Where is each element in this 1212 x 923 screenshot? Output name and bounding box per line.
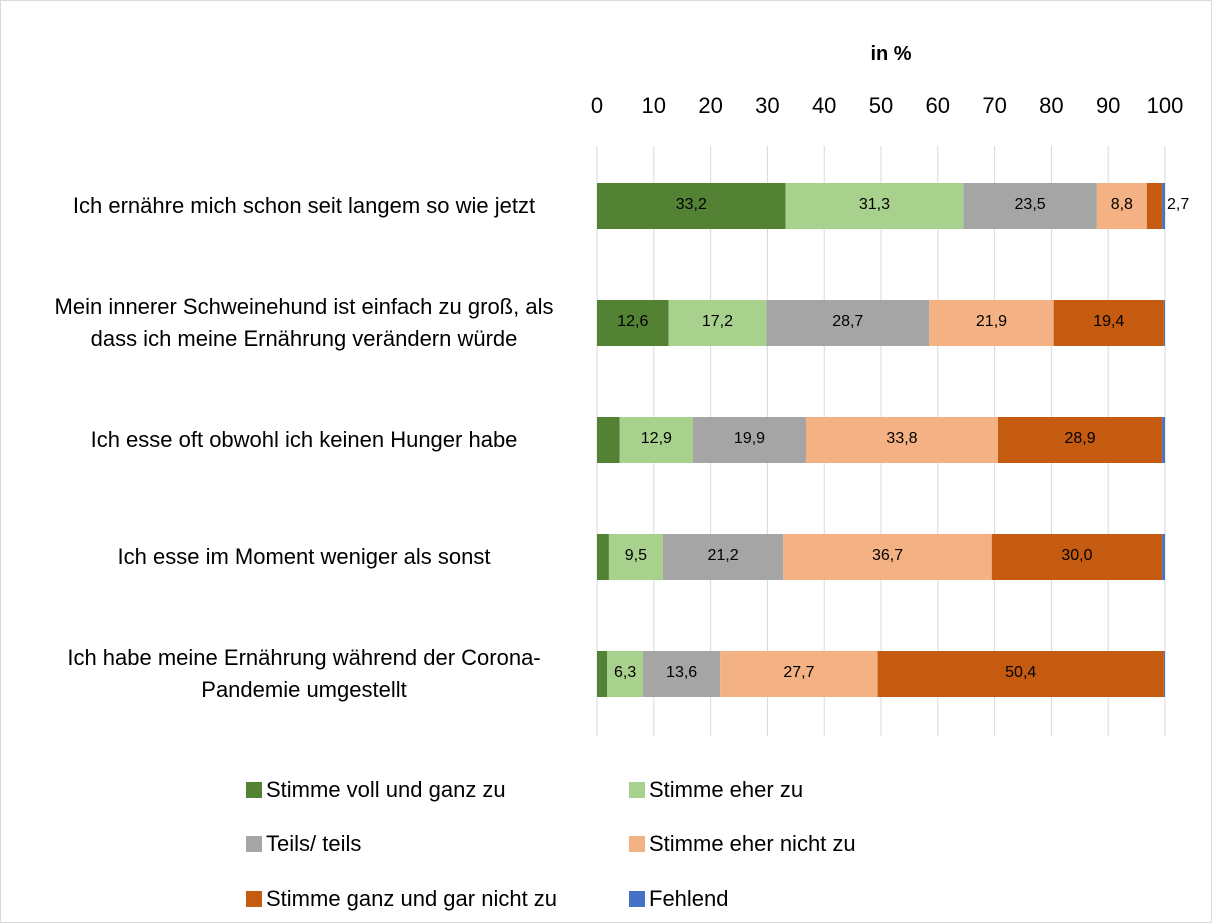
x-tick-label: 80 (1039, 93, 1064, 118)
bar-segment (929, 300, 1054, 346)
bar-segment (597, 183, 786, 229)
category-label: Ich esse im Moment weniger als sonst (117, 544, 491, 569)
legend-label: Stimme eher nicht zu (649, 831, 856, 856)
bar-segment (692, 417, 807, 463)
value-label: 28,7 (832, 313, 864, 330)
value-label: 30,0 (1061, 547, 1093, 564)
bar-segment (991, 534, 1163, 580)
value-label: 21,2 (707, 547, 739, 564)
category-label: Ich ernähre mich schon seit langem so wi… (72, 193, 536, 218)
value-label: 19,4 (1093, 313, 1125, 330)
value-label: 13,6 (666, 664, 698, 681)
x-tick-label: 50 (868, 93, 894, 118)
legend-label: Stimme voll und ganz zu (266, 777, 506, 802)
bar-segment (597, 651, 608, 697)
bar-segment (785, 183, 964, 229)
bar-segment (597, 534, 609, 580)
bar-segment (963, 183, 1097, 229)
legend-swatch (246, 782, 262, 798)
category-label: Ich habe meine Ernährung während der Cor… (67, 645, 541, 702)
x-tick-label: 70 (982, 93, 1007, 118)
legend-item: Stimme eher zu (629, 777, 803, 803)
bar-segment (597, 300, 669, 346)
bar-segment (998, 417, 1163, 463)
legend-label: Teils/ teils (266, 831, 362, 856)
legend-item: Stimme ganz und gar nicht zu (246, 886, 557, 912)
legend-label: Fehlend (649, 886, 729, 911)
bar-segment (608, 534, 663, 580)
value-label: 19,9 (733, 430, 766, 447)
legend-swatch (629, 836, 645, 852)
x-tick-label: 0 (590, 93, 604, 118)
bar-segment (1146, 183, 1163, 229)
legend-swatch (246, 891, 262, 907)
bar-segment (783, 534, 992, 580)
legend-item: Stimme eher nicht zu (629, 831, 856, 857)
value-label: 33,8 (886, 430, 918, 447)
bar-segment (766, 300, 930, 346)
bar-segment (1163, 300, 1165, 346)
bar-segment (619, 417, 693, 463)
value-label: 27,7 (783, 664, 815, 681)
bar-segment (877, 651, 1164, 697)
value-label: 28,9 (1064, 430, 1096, 447)
x-tick-label: 20 (698, 93, 723, 118)
x-tick-label: 60 (925, 93, 951, 118)
x-tick-label: 40 (811, 93, 837, 118)
value-label: 50,4 (1005, 664, 1037, 681)
legend-item: Stimme voll und ganz zu (246, 777, 506, 803)
bar-segment (597, 417, 620, 463)
value-label: 21,9 (975, 313, 1008, 330)
value-label: 12,6 (617, 313, 649, 330)
legend-swatch (246, 836, 262, 852)
legend-swatch (629, 891, 645, 907)
bar-segment (1162, 183, 1165, 229)
bar-segment (662, 534, 784, 580)
legend-item: Fehlend (629, 886, 729, 912)
value-label: 12,9 (640, 430, 672, 447)
bar-segment (607, 651, 644, 697)
x-tick-label: 30 (755, 93, 780, 118)
bar-segment (1162, 417, 1165, 463)
value-label: 31,3 (858, 196, 891, 213)
bar-segment (720, 651, 878, 697)
value-label: 23,5 (1014, 196, 1046, 213)
legend-item: Teils/ teils (246, 831, 361, 857)
bar-segment (806, 417, 999, 463)
x-tick-label: 90 (1095, 93, 1121, 118)
axis-title: in % (870, 43, 912, 65)
legend-label: Stimme ganz und gar nicht zu (266, 886, 558, 911)
category-label: Ich esse oft obwohl ich keinen Hunger ha… (90, 427, 518, 452)
bar-segment (1162, 534, 1165, 580)
bar-segment (1053, 300, 1164, 346)
value-label: 2,7 (1167, 196, 1190, 213)
bar-segment (1163, 651, 1165, 697)
value-label: 17,2 (701, 313, 733, 330)
value-label: 9,5 (624, 547, 648, 564)
x-tick-label: 10 (641, 93, 667, 118)
legend-label: Stimme eher zu (649, 777, 804, 802)
bar-segment (668, 300, 767, 346)
value-label: 8,8 (1110, 196, 1133, 213)
value-label: 36,7 (871, 547, 904, 564)
x-tick-label: 100 (1146, 93, 1184, 118)
value-label: 6,3 (613, 664, 637, 681)
bar-segment (1096, 183, 1147, 229)
bar-segment (643, 651, 721, 697)
value-label: 33,2 (675, 196, 707, 213)
category-label: Mein innerer Schweinehund ist einfach zu… (54, 294, 554, 351)
legend-swatch (629, 782, 645, 798)
